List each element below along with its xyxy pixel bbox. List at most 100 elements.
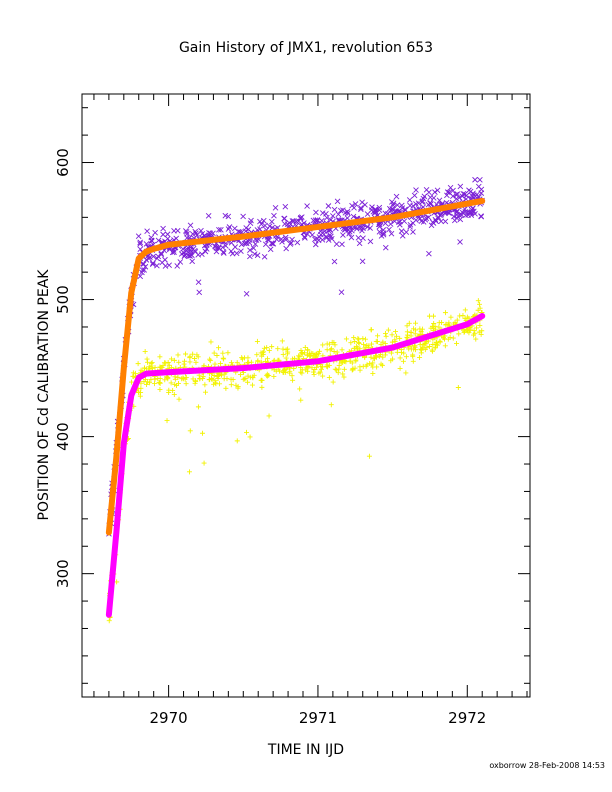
cross-marker xyxy=(137,273,144,280)
cross-marker xyxy=(389,199,395,205)
plus-marker xyxy=(404,335,410,341)
cross-marker xyxy=(451,213,457,220)
cross-marker xyxy=(444,192,450,199)
plus-marker xyxy=(394,333,400,339)
plus-marker xyxy=(382,352,388,358)
plus-marker xyxy=(149,360,155,366)
cross-marker xyxy=(432,189,438,195)
plus-marker xyxy=(297,354,303,360)
plus-marker xyxy=(230,377,236,383)
plus-marker xyxy=(464,314,470,320)
plus-marker xyxy=(287,370,293,376)
cross-marker xyxy=(324,214,330,221)
cross-marker xyxy=(140,260,146,267)
x-tick-label: 2972 xyxy=(448,709,486,727)
plus-marker xyxy=(175,374,181,380)
cross-marker xyxy=(472,210,478,217)
plus-marker xyxy=(275,346,281,352)
plus-marker xyxy=(145,359,151,365)
plus-marker xyxy=(302,345,308,351)
cross-marker xyxy=(302,235,308,241)
plus-marker xyxy=(406,320,412,326)
cross-marker xyxy=(206,229,212,236)
cross-marker xyxy=(454,191,461,197)
plus-marker xyxy=(431,321,437,327)
cross-marker xyxy=(407,202,413,209)
plus-marker xyxy=(343,336,349,342)
cross-marker xyxy=(266,223,273,230)
plus-marker xyxy=(271,357,277,363)
cross-marker xyxy=(388,230,395,237)
plus-marker xyxy=(385,327,391,333)
cross-marker xyxy=(398,228,405,234)
cross-marker xyxy=(450,193,456,199)
plus-marker xyxy=(130,370,136,376)
plus-marker xyxy=(347,358,353,364)
plus-marker xyxy=(460,312,466,318)
plus-marker xyxy=(208,339,214,345)
plus-marker xyxy=(280,352,286,358)
cross-marker xyxy=(188,249,195,255)
cross-marker xyxy=(238,248,244,254)
plus-marker xyxy=(305,347,311,353)
cross-marker xyxy=(240,213,246,220)
cross-marker xyxy=(398,202,405,209)
cross-marker xyxy=(454,211,460,218)
plus-marker xyxy=(191,356,197,361)
plus-marker xyxy=(448,314,454,320)
plus-marker xyxy=(166,390,172,396)
plus-marker xyxy=(162,377,168,383)
plus-marker xyxy=(215,373,221,379)
plus-marker xyxy=(430,313,436,319)
cross-marker xyxy=(364,211,371,217)
cross-marker xyxy=(406,197,413,203)
plus-marker xyxy=(148,360,154,366)
plus-marker xyxy=(157,387,163,393)
cross-marker xyxy=(387,221,394,227)
cross-marker xyxy=(315,237,322,244)
plus-marker xyxy=(164,418,170,424)
plus-marker xyxy=(175,352,181,358)
plus-marker xyxy=(331,348,337,354)
cross-marker xyxy=(247,253,253,260)
cross-marker xyxy=(254,252,261,259)
cross-marker xyxy=(410,229,416,235)
plus-marker xyxy=(378,361,384,367)
cross-marker xyxy=(220,249,227,255)
cross-marker xyxy=(261,253,268,260)
plus-marker xyxy=(442,310,448,316)
plus-marker xyxy=(244,429,250,435)
cross-marker xyxy=(364,224,371,230)
cross-marker xyxy=(135,233,142,240)
plus-marker xyxy=(201,460,207,466)
plus-marker xyxy=(361,342,367,348)
plus-marker xyxy=(340,371,346,377)
cross-marker xyxy=(154,262,160,269)
cross-marker xyxy=(189,258,196,265)
cross-marker xyxy=(318,217,325,224)
plus-marker xyxy=(171,391,177,397)
cross-marker xyxy=(220,250,227,256)
plus-marker xyxy=(152,381,158,387)
x-tick-label: 2970 xyxy=(150,709,188,727)
fit-curves xyxy=(105,197,486,618)
cross-marker xyxy=(177,259,184,265)
plus-marker xyxy=(233,382,239,388)
cross-marker xyxy=(386,226,392,233)
plus-marker xyxy=(202,382,208,388)
cross-marker xyxy=(196,289,203,296)
cross-marker xyxy=(247,247,253,254)
cross-marker xyxy=(206,232,212,238)
plus-marker xyxy=(422,347,428,353)
chart-title: Gain History of JMX1, revolution 653 xyxy=(179,40,433,56)
cross-marker xyxy=(137,241,143,247)
y-axis-label: POSITION OF Cd CALIBRATION PEAK xyxy=(36,269,52,521)
cross-marker xyxy=(466,209,473,216)
cross-marker xyxy=(331,258,338,265)
plus-marker xyxy=(450,335,456,341)
plus-marker xyxy=(298,397,304,403)
cross-marker xyxy=(403,229,410,236)
plus-marker xyxy=(141,378,147,384)
plus-marker xyxy=(329,346,335,352)
